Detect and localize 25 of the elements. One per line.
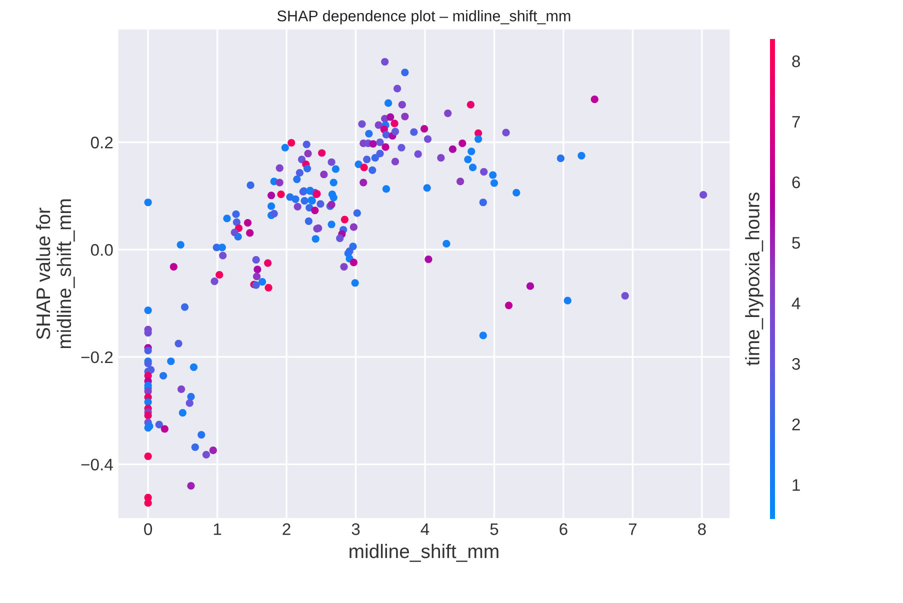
chart-title: SHAP dependence plot – midline_shift_mm — [277, 10, 570, 24]
x-tick-label: 8 — [698, 523, 706, 536]
x-tick-label: 2 — [282, 523, 290, 535]
color-bar-label: 3 — [792, 358, 800, 370]
y-axis-title: SHAP value for midline_shift_mm — [36, 199, 75, 348]
x-tick-label: 6 — [560, 523, 568, 536]
color-bar-label: 6 — [792, 176, 800, 188]
y-tick-label: 0.0 — [90, 244, 113, 256]
x-tick-label: 4 — [420, 523, 430, 535]
y-tick-label: −0.4 — [81, 458, 113, 471]
x-tick-label: 3 — [352, 523, 360, 536]
x-axis-title: midline_shift_mm — [350, 544, 498, 562]
color-bar-title: time_hypoxia_hours — [745, 192, 764, 366]
color-bar-label: 8 — [792, 55, 800, 68]
x-tick-label: 1 — [214, 523, 222, 535]
color-bar-label: 7 — [792, 116, 800, 128]
y-tick-label: −0.2 — [81, 351, 113, 364]
color-bar-label: 1 — [792, 479, 800, 491]
x-tick-label: 0 — [144, 523, 152, 536]
x-tick-label: 5 — [490, 523, 498, 536]
x-tick-label: 7 — [628, 523, 636, 535]
color-bar-label: 2 — [792, 418, 800, 430]
color-bar-label: 4 — [792, 298, 800, 310]
color-bar-label: 5 — [792, 237, 800, 249]
y-tick-label: 0.2 — [90, 136, 113, 148]
